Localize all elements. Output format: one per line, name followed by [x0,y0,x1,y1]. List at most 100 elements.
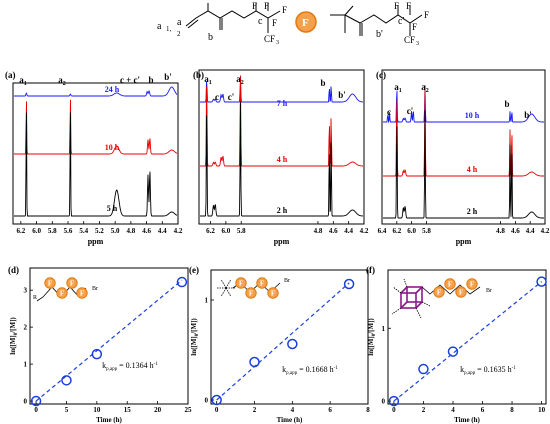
fluorine-bead [44,277,56,289]
x-axis-label: Time (h) [454,416,480,424]
kinetic-panel-e: 0 2 4 6 8 0 1 Time (h) ln([M]0/[M]) (e) kp,app = 0… [189,265,370,424]
spectrum-line [200,75,363,167]
fluorine-bead-letter: F [239,280,243,288]
kapp-annotation: kp,app = 0.1364 h-1 [102,361,158,372]
label-a1: a [157,21,162,32]
label-b: b [208,32,213,43]
cube-back [406,286,423,303]
peak-label: a2 [236,74,244,86]
spectrum-line [14,86,178,97]
x-tick-label: 5.0 [111,227,120,235]
x-tick-label: 6.2 [206,227,215,235]
x-tick-label: 10 [93,406,101,414]
cube-edge [415,301,423,309]
y-tick-label: 1 [205,297,209,305]
fit-line [393,281,542,402]
polymer-chain [421,284,481,295]
peak-label: c' [228,92,235,102]
fluorine-legend-circle: F [295,11,317,33]
end-group-br: Br [92,286,98,292]
spectrum-line [200,101,364,217]
star-arm [221,287,227,296]
fluorine-bead [444,278,456,290]
panel-label: (e) [189,265,199,275]
fluorine-bead [66,277,78,289]
x-tick-label: 20 [154,406,162,414]
y-axis-label: ln([M]0/[M]) [367,318,377,356]
x-tick-label: 4.4 [158,227,167,235]
poly-f3: F [424,10,429,20]
x-tick-label: 5.8 [422,227,431,235]
fluorine-bead-letter: F [260,280,264,288]
data-point [418,363,429,375]
label-cf3-sub: 3 [276,40,279,46]
x-tick-label: 4.4 [526,227,535,235]
fluorine-bead-letter: F [80,290,84,298]
y-tick-label: 0 [382,398,386,406]
x-tick-label: 4.2 [541,227,550,235]
nmr-panel-a: 24 h 10 h 5 h 6.2 6.0 5.8 5.6 5.4 5.2 5.0 4.8 4.6 4.… [5,70,183,246]
series-label: 10 h [105,143,120,152]
label-cf3: CF [264,34,275,44]
x-tick-label: 6.4 [378,227,387,235]
label-f1: F [252,1,257,11]
nmr-panel-b: 7 h 4 h 2 h 6.2 6.0 5.8 4.8 4.6 4.4 4.2 ppm (b) a1c c… [193,69,369,246]
fluorine-bead-letter: F [459,289,463,297]
x-tick-label: 4.8 [126,227,135,235]
fluorine-bead [466,278,478,290]
series-label: 24 h [105,85,120,94]
spectrum-line [14,99,178,155]
data-point [30,395,42,407]
fluorine-bead-letter: F [48,280,52,288]
fit-line [216,282,350,401]
poly-cf3-sub: 3 [416,41,419,47]
x-tick-label: 4.2 [174,227,183,235]
series-label: 4 h [277,155,288,164]
data-point [343,278,355,290]
x-tick-label: 5.4 [79,227,88,235]
peak-label: b' [338,90,346,100]
plot-frame [210,269,369,405]
series-label: 2 h [277,206,288,215]
label-a2: a [177,17,182,28]
x-tick-label: 0 [215,406,219,414]
polymer-structure [330,5,423,36]
plot-frame [198,69,365,225]
plot-frame [12,82,179,225]
cube-edge [415,286,423,294]
y-tick-label: 3 [24,287,28,295]
x-axis-label: ppm [88,237,104,246]
peak-label: c [387,107,391,117]
x-axis-label: ppm [456,237,472,246]
fluorine-bead-letter: F [437,289,441,297]
label-c-prime: c' [398,16,404,27]
x-tick-label: 2 [253,406,257,414]
label-a1-sub: 1, [166,25,172,33]
fluorine-bead [245,287,257,299]
x-tick-label: 4.4 [344,227,353,235]
end-group-r: R [33,295,37,301]
x-axis-label: ppm [274,237,290,246]
x-tick-label: 4.8 [496,227,505,235]
spectrum-line [383,85,544,124]
fluorine-bead-letter: F [470,281,474,289]
peak-label: b [320,78,325,88]
cube-arm [403,278,408,288]
panel-label: (a) [5,70,16,80]
y-tick-label: 1 [24,361,28,369]
y-axis-label: ln([M]0/[M]) [9,317,19,355]
fit-line [35,279,183,402]
plot-frame [387,269,547,405]
poly-f4: F [412,22,417,32]
kinetic-panel-d: 0 5 10 15 20 25 0 1 2 3 Time (h) ln([M]0/[M]) (d) kp,… [8,265,192,424]
cube-front [400,292,417,309]
y-tick-label: 0 [24,398,28,406]
x-tick-label: 6.2 [392,227,401,235]
x-tick-label: 0 [392,406,396,414]
fluorine-bead [455,286,467,298]
x-tick-label: 5.8 [237,227,246,235]
fluorine-bead [433,286,445,298]
peak-label: c' [407,106,414,116]
cube-edge [400,286,408,294]
spectrum-line [383,110,544,219]
